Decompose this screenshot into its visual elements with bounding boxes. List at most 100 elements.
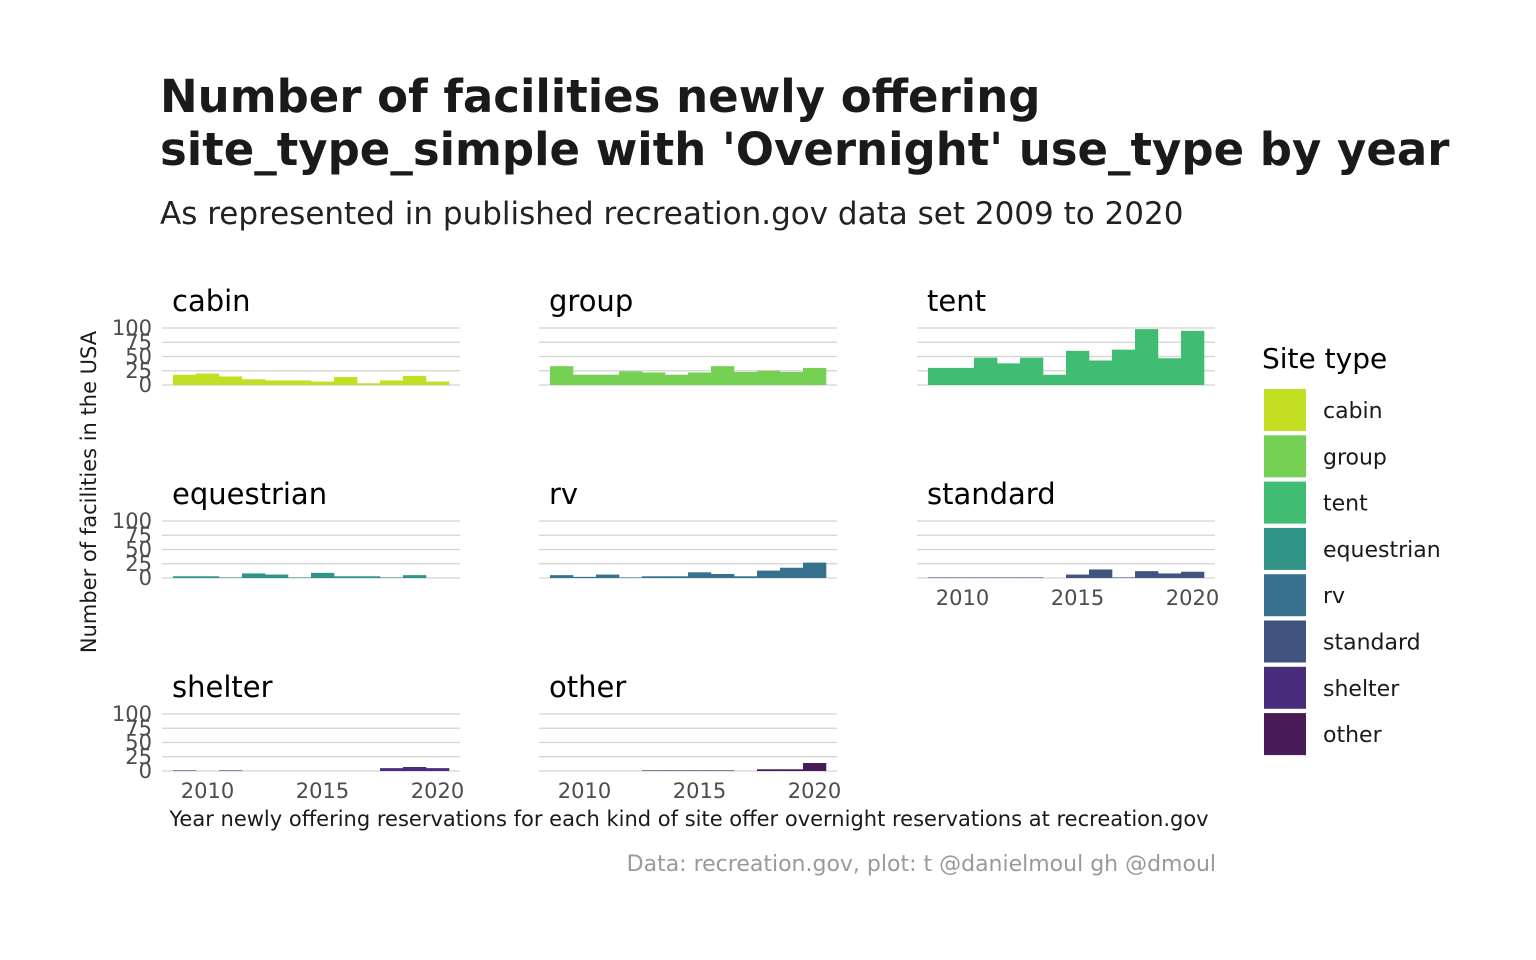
panel-strip-label: other [549,670,626,704]
bar-standard-2011 [974,577,998,578]
panel-strip-label: shelter [172,670,273,704]
bar-tent-2019 [1158,358,1182,385]
legend-item-cabin: cabin [1264,389,1383,431]
legend-item-equestrian: equestrian [1264,527,1441,570]
x-tick-label: 2010 [181,779,234,803]
panel-strip-label: cabin [172,284,251,318]
y-tick-label: 50 [125,731,152,755]
legend-label: group [1323,445,1387,470]
y-tick-label: 100 [112,702,152,726]
y-axis-title: Number of facilities in the USA [77,330,101,653]
legend-label: tent [1323,492,1368,517]
panel-strip-label: group [549,284,633,318]
bar-tent-2020 [1181,330,1205,385]
chart-title-line-2: site_type_simple with 'Overnight' use_ty… [160,123,1450,176]
bar-cabin-2015 [311,381,335,385]
bar-tent-2016 [1089,360,1113,385]
bar-tent-2011 [974,357,998,385]
bar-other-2016 [711,770,735,771]
x-tick-label: 2015 [673,779,726,803]
y-tick-label: 100 [112,509,152,533]
bar-standard-2017 [1112,577,1136,578]
panel-tent: tent [917,284,1215,386]
panel-group: group [539,284,837,386]
legend-item-standard: standard [1264,620,1421,663]
y-tick-label: 100 [112,316,152,340]
bar-rv-2009 [550,575,574,578]
legend-swatch [1264,666,1306,709]
bar-tent-2013 [1020,357,1044,385]
bar-tent-2010 [951,367,975,385]
panel-strip-label: tent [927,284,986,318]
bar-rv-2020 [803,562,827,578]
chart-subtitle: As represented in published recreation.g… [160,196,1184,232]
bar-cabin-2011 [219,376,243,385]
bar-equestrian-2019 [403,575,427,578]
legend-label: rv [1323,584,1345,609]
bar-tent-2009 [928,367,952,385]
legend-swatch [1264,389,1306,431]
panel-strip-label: rv [549,477,578,511]
bar-cabin-2009 [173,374,197,385]
bar-cabin-2012 [242,379,266,385]
bar-equestrian-2018 [380,577,404,578]
legend-label: equestrian [1323,538,1441,563]
bar-shelter-2019 [403,767,427,771]
bar-cabin-2017 [357,383,381,385]
bar-standard-2009 [928,577,952,578]
y-tick-label: 0 [139,373,152,397]
panel-other: other 2010 2015 2020 [539,670,841,803]
bar-cabin-2010 [196,373,220,385]
bar-rv-2013 [642,576,666,578]
bar-standard-2012 [997,577,1021,578]
y-tick-label: 50 [125,345,152,369]
bar-equestrian-2012 [242,573,266,578]
bar-equestrian-2017 [357,576,381,578]
legend-swatch [1264,574,1306,617]
y-tick-label: 75 [125,716,152,740]
bar-group-2015 [688,372,712,385]
legend-swatch [1264,481,1306,524]
bar-equestrian-2015 [311,572,335,578]
x-tick-label: 2010 [558,779,611,803]
legend-swatch [1264,620,1306,663]
bar-rv-2016 [711,574,735,578]
bar-rv-2017 [734,576,758,578]
bar-cabin-2016 [334,377,358,385]
bar-group-2020 [803,367,827,385]
bar-group-2011 [596,374,620,385]
chart-title-line-1: Number of facilities newly offering [160,70,1041,123]
bar-cabin-2019 [403,375,427,385]
bar-rv-2011 [596,574,620,578]
bar-group-2012 [619,371,643,385]
bar-shelter-2018 [380,768,404,771]
bar-tent-2015 [1066,350,1090,385]
x-tick-label: 2020 [788,779,841,803]
legend-label: other [1323,723,1383,748]
legend: cabin group tent equestrian rv standard shelte… [1264,389,1441,756]
bar-other-2013 [642,770,666,771]
bar-tent-2018 [1135,329,1159,385]
bar-group-2014 [665,374,689,385]
x-tick-label: 2015 [296,779,349,803]
legend-swatch [1264,435,1306,478]
x-axis-title: Year newly offering reservations for eac… [168,807,1208,831]
bar-group-2009 [550,366,574,385]
bar-other-2019 [780,769,804,771]
bar-group-2013 [642,372,666,385]
bar-equestrian-2013 [265,574,289,578]
bar-group-2017 [734,371,758,385]
chart-title: Number of facilities newly offering site… [160,70,1460,176]
bar-group-2019 [780,371,804,385]
y-tick-label: 0 [139,566,152,590]
y-tick-label: 0 [139,759,152,783]
x-tick-label: 2010 [936,586,989,610]
bar-cabin-2013 [265,380,289,385]
legend-item-shelter: shelter [1264,666,1400,709]
bar-equestrian-2011 [219,577,243,578]
bar-rv-2014 [665,576,689,578]
bar-group-2018 [757,370,781,385]
